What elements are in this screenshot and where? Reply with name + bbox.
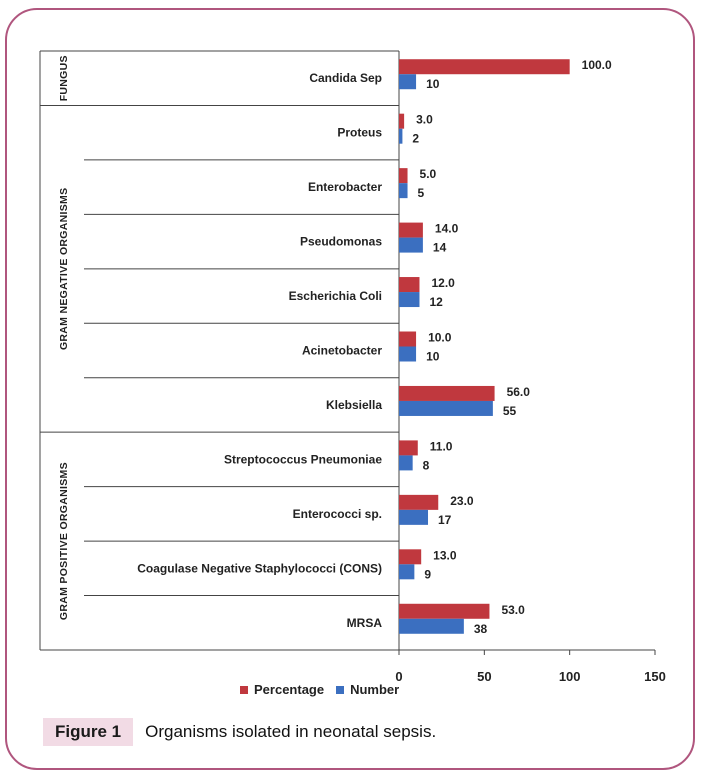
- category-label: Enterobacter: [308, 180, 382, 194]
- figure-caption-text: Organisms isolated in neonatal sepsis.: [145, 722, 437, 741]
- bar-percentage: [399, 603, 490, 619]
- group-label: FUNGUS: [58, 55, 70, 101]
- bar-percentage: [399, 59, 570, 75]
- legend-item-number: Number: [336, 682, 399, 697]
- legend-swatch-percentage: [240, 685, 248, 694]
- category-label: MRSA: [347, 616, 383, 630]
- data-label-number: 12: [429, 295, 443, 309]
- legend-item-percentage: Percentage: [240, 682, 324, 697]
- bar-percentage: [399, 385, 495, 401]
- data-label-number: 9: [424, 567, 431, 581]
- figure-label: Figure 1: [43, 718, 134, 746]
- category-label: Streptococcus Pneumoniae: [224, 452, 382, 466]
- x-tick-label: 150: [644, 669, 666, 684]
- data-label-number: 8: [423, 458, 430, 472]
- category-label: Proteus: [337, 126, 382, 140]
- data-label-percentage: 56.0: [507, 385, 531, 399]
- category-label: Enterococci sp.: [293, 507, 382, 521]
- bar-number: [399, 292, 420, 308]
- data-label-number: 10: [426, 350, 440, 364]
- legend: Percentage Number: [240, 682, 411, 697]
- bar-percentage: [399, 549, 422, 565]
- bar-number: [399, 74, 417, 90]
- data-label-number: 14: [433, 241, 447, 255]
- category-label: Pseudomonas: [300, 235, 382, 249]
- bar-percentage: [399, 168, 408, 184]
- data-label-percentage: 100.0: [582, 58, 612, 72]
- data-label-number: 55: [503, 404, 517, 418]
- category-label: Acinetobacter: [302, 344, 382, 358]
- data-label-number: 2: [412, 132, 419, 146]
- bar-number: [399, 509, 429, 525]
- bar-number: [399, 618, 464, 634]
- figure-frame: [5, 8, 695, 770]
- data-label-percentage: 14.0: [435, 222, 459, 236]
- data-label-number: 17: [438, 513, 452, 527]
- legend-label-percentage: Percentage: [254, 682, 325, 697]
- data-label-percentage: 53.0: [501, 603, 525, 617]
- data-label-percentage: 12.0: [431, 276, 455, 290]
- bar-percentage: [399, 277, 420, 293]
- data-label-percentage: 13.0: [433, 548, 457, 562]
- x-tick-label: 0: [395, 669, 402, 684]
- figure-caption: Figure 1 Organisms isolated in neonatal …: [43, 717, 436, 747]
- bar-number: [399, 455, 413, 471]
- data-label-percentage: 10.0: [428, 331, 452, 345]
- bar-number: [399, 564, 415, 580]
- category-label: Coagulase Negative Staphylococci (CONS): [137, 561, 382, 575]
- bar-percentage: [399, 440, 418, 456]
- group-label: GRAM POSITIVE ORGANISMS: [58, 462, 70, 620]
- bar-number: [399, 237, 423, 253]
- x-tick-label: 50: [477, 669, 491, 684]
- data-label-percentage: 3.0: [416, 113, 433, 127]
- group-label: GRAM NEGATIVE ORGANISMS: [58, 188, 70, 350]
- data-label-percentage: 5.0: [420, 167, 437, 181]
- data-label-number: 38: [474, 622, 488, 636]
- data-label-percentage: 23.0: [450, 494, 474, 508]
- data-label-percentage: 11.0: [430, 439, 453, 453]
- data-label-number: 5: [418, 186, 425, 200]
- legend-label-number: Number: [350, 682, 400, 697]
- bar-percentage: [399, 113, 405, 129]
- bar-number: [399, 128, 403, 144]
- x-tick-label: 100: [559, 669, 581, 684]
- data-label-number: 10: [426, 77, 440, 91]
- bar-percentage: [399, 494, 439, 510]
- category-label: Escherichia Coli: [289, 289, 382, 303]
- bar-number: [399, 346, 417, 362]
- bar-percentage: [399, 331, 417, 347]
- legend-swatch-number: [336, 685, 345, 694]
- category-label: Klebsiella: [326, 398, 382, 412]
- bar-percentage: [399, 222, 423, 238]
- bar-number: [399, 400, 493, 416]
- category-label: Candida Sep: [309, 71, 382, 85]
- bar-number: [399, 183, 408, 199]
